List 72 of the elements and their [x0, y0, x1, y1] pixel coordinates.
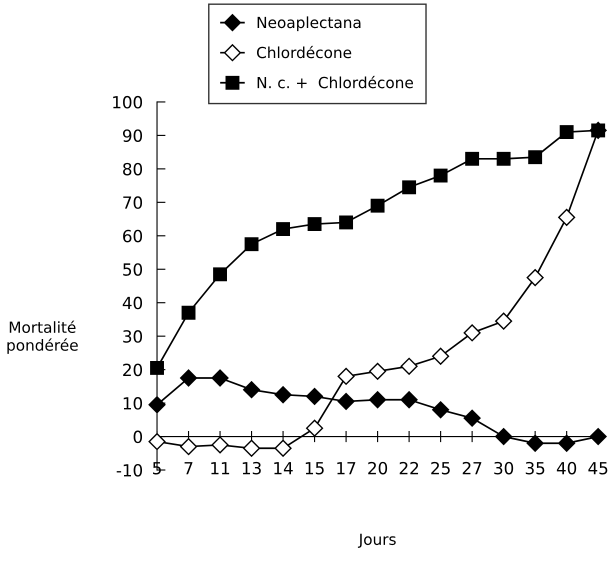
point — [432, 401, 450, 418]
point — [400, 391, 418, 408]
point — [369, 362, 386, 380]
x-tick-label: 15 — [306, 462, 324, 474]
point — [180, 369, 198, 387]
x-tick-label: 17 — [337, 462, 356, 474]
point — [558, 434, 576, 452]
point — [526, 434, 544, 452]
point — [370, 198, 385, 213]
x-tick-label: 22 — [400, 462, 418, 474]
point — [244, 237, 258, 252]
y-tick-label: 30 — [123, 330, 142, 343]
point — [560, 125, 574, 140]
point — [211, 369, 229, 387]
point — [369, 391, 386, 408]
point — [495, 312, 512, 330]
point — [526, 269, 544, 286]
point — [590, 428, 607, 446]
point — [243, 381, 260, 398]
y-axis-title: Mortalité pondérée — [7, 320, 78, 354]
y-tick-label: 60 — [123, 230, 142, 242]
y-tick-label: 50 — [123, 263, 142, 276]
point — [276, 222, 290, 236]
x-tick-label: 30 — [494, 462, 514, 474]
point — [496, 152, 511, 166]
x-tick-label: 7 — [184, 462, 192, 474]
x-tick-label: 40 — [556, 462, 576, 474]
y-tick-label: 10 — [124, 397, 142, 410]
point — [306, 420, 324, 437]
point — [464, 324, 481, 342]
point — [182, 306, 196, 320]
point — [432, 348, 450, 365]
point — [338, 392, 355, 410]
point — [274, 440, 292, 457]
y-tick-label: 80 — [123, 162, 142, 176]
y-tick-label: 100 — [113, 96, 142, 109]
point — [495, 428, 512, 446]
y-tick-label: 40 — [122, 296, 142, 310]
point — [528, 150, 542, 164]
x-tick-label: 27 — [462, 462, 482, 474]
x-tick-label: 20 — [368, 462, 388, 474]
point — [243, 440, 260, 457]
x-tick-label: 25 — [431, 462, 450, 474]
x-tick-label: 11 — [211, 462, 230, 474]
point — [465, 152, 480, 166]
point — [148, 396, 166, 414]
point — [338, 368, 355, 385]
x-tick-label: 45 — [588, 462, 608, 474]
point — [274, 386, 292, 404]
y-tick-label: 0 — [134, 430, 142, 444]
point — [211, 436, 229, 454]
y-tick-label: 90 — [122, 129, 142, 142]
point — [400, 358, 418, 375]
y-tick-label: 20 — [123, 364, 142, 376]
y-tick-label: 70 — [123, 196, 142, 209]
legend-label: Neoaplectana — [258, 16, 360, 32]
x-tick-label: 14 — [274, 462, 293, 474]
point — [213, 267, 227, 282]
x-tick-label: 35 — [526, 462, 544, 474]
point — [464, 410, 481, 427]
point — [339, 215, 354, 230]
point — [402, 180, 416, 194]
x-axis-title: Jours — [358, 534, 396, 548]
point — [558, 208, 576, 226]
point — [180, 438, 198, 456]
point — [306, 388, 324, 405]
legend-label: N. c. + Chlordécone — [258, 76, 413, 88]
y-tick-label: -10 — [116, 464, 142, 477]
point — [308, 217, 322, 232]
legend-label: Chlordécone — [257, 46, 352, 58]
x-tick-label: 13 — [242, 462, 261, 474]
point — [434, 168, 448, 183]
